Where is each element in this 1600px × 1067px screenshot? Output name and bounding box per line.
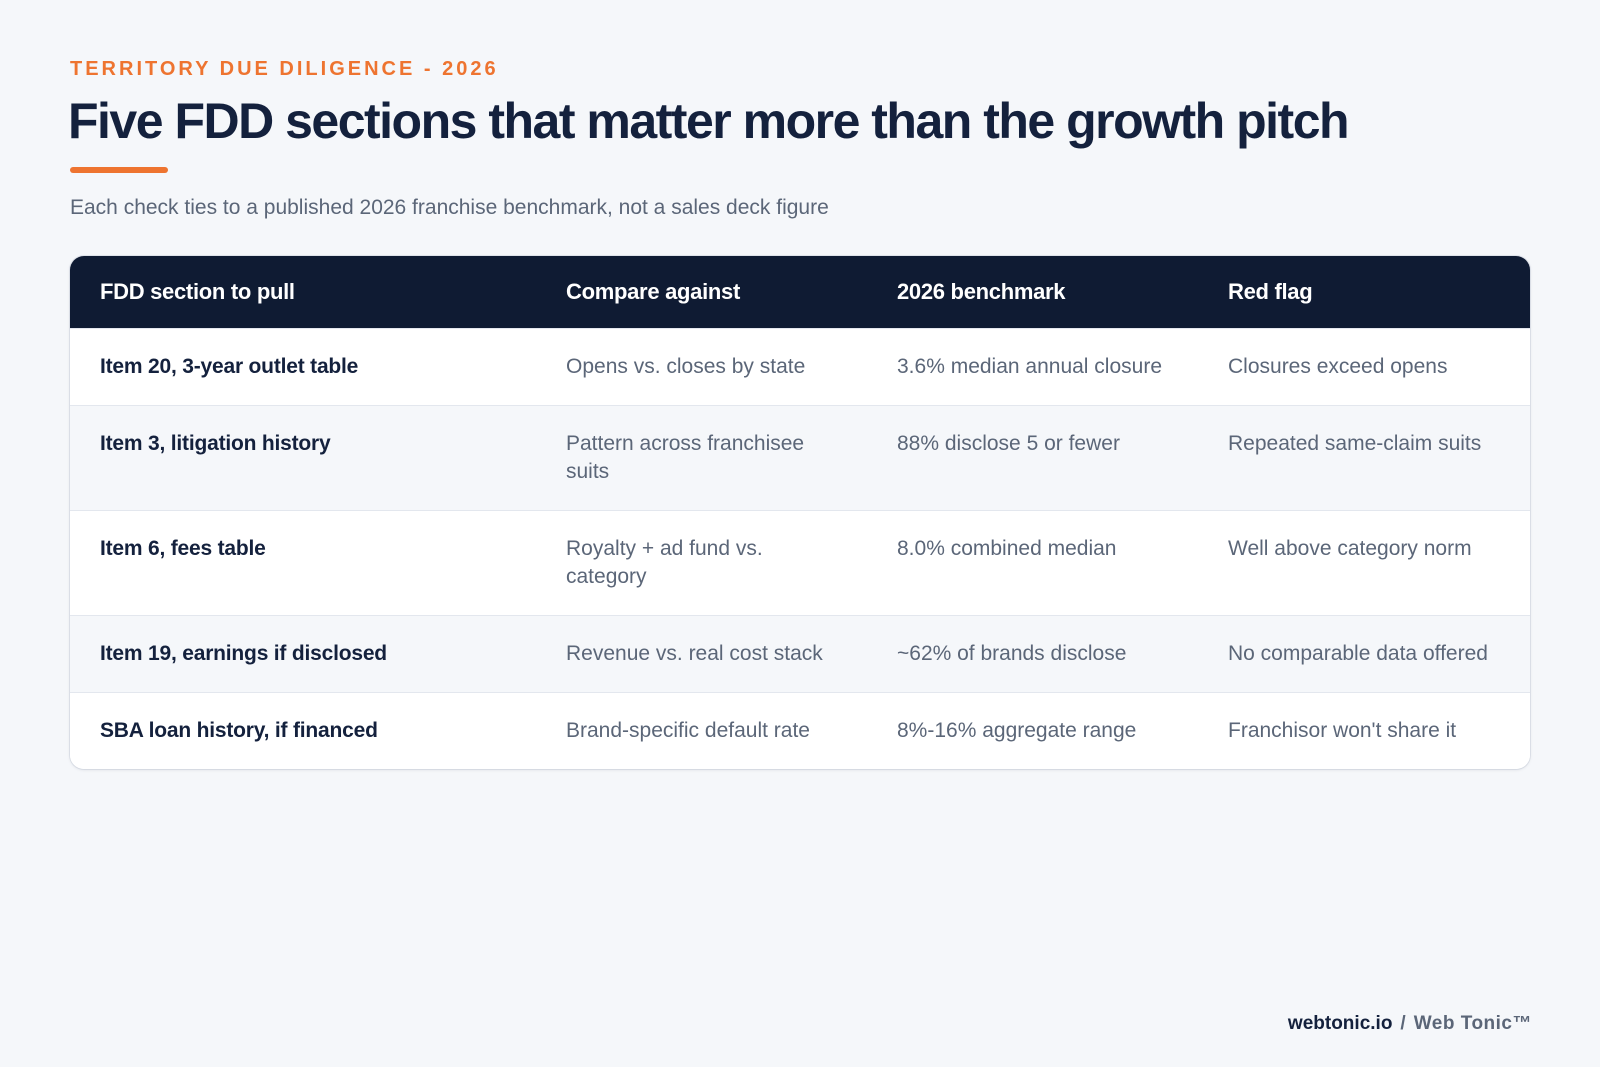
table-row: Item 19, earnings if disclosed Revenue v… xyxy=(70,615,1530,692)
cell-red-flag: Well above category norm xyxy=(1228,536,1472,560)
cell-red-flag: Closures exceed opens xyxy=(1228,354,1448,378)
cell-fdd-section: SBA loan history, if financed xyxy=(100,718,378,742)
cell-benchmark: ~62% of brands disclose xyxy=(897,641,1127,665)
cell-compare-against: Royalty + ad fund vs. category xyxy=(566,536,763,588)
eyebrow-label: TERRITORY DUE DILIGENCE - 2026 xyxy=(70,58,499,80)
cell-compare-against: Opens vs. closes by state xyxy=(566,354,806,378)
page-subtitle: Each check ties to a published 2026 fran… xyxy=(70,196,829,219)
table-header-row: FDD section to pull Compare against 2026… xyxy=(70,256,1530,328)
cell-red-flag: Repeated same-claim suits xyxy=(1228,431,1482,455)
cell-benchmark: 3.6% median annual closure xyxy=(897,354,1163,378)
footer-separator: / xyxy=(1400,1013,1406,1034)
cell-compare-against: Revenue vs. real cost stack xyxy=(566,641,823,665)
column-header-benchmark: 2026 benchmark xyxy=(897,278,1066,304)
footer-brand: Web Tonic™ xyxy=(1413,1013,1532,1034)
table-row: Item 3, litigation history Pattern acros… xyxy=(70,405,1530,510)
cell-fdd-section: Item 20, 3-year outlet table xyxy=(100,354,359,378)
table-row: Item 6, fees table Royalty + ad fund vs.… xyxy=(70,510,1530,615)
column-header-compare-against: Compare against xyxy=(566,278,740,304)
footer-site: webtonic.io xyxy=(1287,1013,1393,1034)
cell-fdd-section: Item 3, litigation history xyxy=(100,431,331,455)
table-row: Item 20, 3-year outlet table Opens vs. c… xyxy=(70,328,1530,405)
cell-benchmark: 8%-16% aggregate range xyxy=(897,718,1137,742)
cell-compare-against: Pattern across franchisee suits xyxy=(566,431,805,483)
cell-benchmark: 8.0% combined median xyxy=(897,536,1117,560)
table-header: FDD section to pull Compare against 2026… xyxy=(70,256,1530,328)
footer-credit: webtonic.io / Web Tonic™ xyxy=(1288,1013,1532,1035)
cell-red-flag: Franchisor won't share it xyxy=(1228,718,1457,742)
fdd-table: FDD section to pull Compare against 2026… xyxy=(70,256,1530,769)
cell-red-flag: No comparable data offered xyxy=(1228,641,1488,665)
column-header-fdd-section: FDD section to pull xyxy=(100,278,295,304)
table-body: Item 20, 3-year outlet table Opens vs. c… xyxy=(70,328,1530,769)
cell-fdd-section: Item 6, fees table xyxy=(100,536,266,560)
table-row: SBA loan history, if financed Brand-spec… xyxy=(70,692,1530,769)
fdd-table-card: FDD section to pull Compare against 2026… xyxy=(70,256,1530,769)
title-accent-bar xyxy=(70,167,168,173)
cell-compare-against: Brand-specific default rate xyxy=(566,718,810,742)
cell-benchmark: 88% disclose 5 or fewer xyxy=(897,431,1120,455)
column-header-red-flag: Red flag xyxy=(1228,278,1313,304)
page-title: Five FDD sections that matter more than … xyxy=(68,93,1350,149)
cell-fdd-section: Item 19, earnings if disclosed xyxy=(100,641,387,665)
